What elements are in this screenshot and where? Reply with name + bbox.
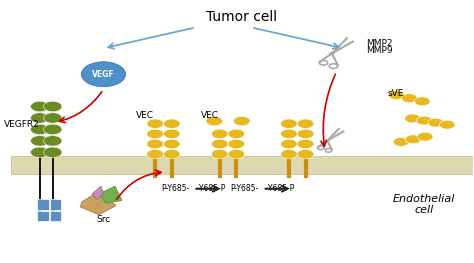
Circle shape xyxy=(405,135,421,144)
Text: VEC: VEC xyxy=(201,111,219,120)
Text: Src: Src xyxy=(96,215,110,225)
Circle shape xyxy=(147,119,164,128)
Polygon shape xyxy=(81,190,116,215)
Circle shape xyxy=(147,139,164,149)
Circle shape xyxy=(44,113,62,123)
Circle shape xyxy=(30,113,49,123)
Circle shape xyxy=(44,136,62,146)
Circle shape xyxy=(297,129,314,139)
Circle shape xyxy=(234,117,250,126)
Circle shape xyxy=(30,136,49,146)
Circle shape xyxy=(44,147,62,158)
Circle shape xyxy=(405,114,420,123)
Circle shape xyxy=(281,129,297,139)
Text: VEC: VEC xyxy=(136,111,154,120)
Circle shape xyxy=(416,116,432,125)
Circle shape xyxy=(281,139,297,149)
Circle shape xyxy=(147,149,164,159)
Text: sVE: sVE xyxy=(387,89,404,98)
Circle shape xyxy=(228,139,245,149)
Circle shape xyxy=(389,91,404,99)
Text: VEGF: VEGF xyxy=(92,70,115,79)
Circle shape xyxy=(326,140,329,142)
Circle shape xyxy=(44,101,62,112)
Circle shape xyxy=(44,124,62,135)
Circle shape xyxy=(228,149,245,159)
Circle shape xyxy=(281,119,297,128)
Circle shape xyxy=(30,101,49,112)
Text: Endothelial
cell: Endothelial cell xyxy=(393,194,456,215)
Circle shape xyxy=(417,132,433,141)
Bar xyxy=(50,199,62,210)
Circle shape xyxy=(164,149,180,159)
Circle shape xyxy=(228,129,245,139)
Bar xyxy=(11,156,473,174)
Circle shape xyxy=(281,149,297,159)
Bar xyxy=(37,211,49,221)
Circle shape xyxy=(206,117,222,126)
Text: VEGFR2: VEGFR2 xyxy=(3,120,39,129)
Text: -Y685-P: -Y685-P xyxy=(198,184,226,193)
Circle shape xyxy=(211,129,228,139)
Circle shape xyxy=(428,118,444,127)
Text: P-Y685-: P-Y685- xyxy=(230,184,258,193)
Circle shape xyxy=(393,138,409,146)
Circle shape xyxy=(401,94,417,103)
Circle shape xyxy=(211,149,228,159)
Circle shape xyxy=(211,139,228,149)
Circle shape xyxy=(439,120,455,129)
Circle shape xyxy=(147,129,164,139)
Circle shape xyxy=(82,62,126,87)
Circle shape xyxy=(164,129,180,139)
Polygon shape xyxy=(92,186,103,199)
Circle shape xyxy=(164,139,180,149)
Text: -Y685-P: -Y685-P xyxy=(267,184,295,193)
Text: P-Y685-: P-Y685- xyxy=(161,184,189,193)
Polygon shape xyxy=(99,186,122,203)
Circle shape xyxy=(297,149,314,159)
Text: MMP9: MMP9 xyxy=(366,46,393,55)
Text: MMP2: MMP2 xyxy=(366,38,393,48)
Bar xyxy=(50,211,62,221)
Circle shape xyxy=(329,52,334,55)
Text: Tumor cell: Tumor cell xyxy=(206,11,277,24)
Circle shape xyxy=(297,139,314,149)
Circle shape xyxy=(297,119,314,128)
Bar xyxy=(37,199,49,210)
Circle shape xyxy=(414,97,430,106)
Circle shape xyxy=(164,119,180,128)
Circle shape xyxy=(30,147,49,158)
Circle shape xyxy=(30,124,49,135)
